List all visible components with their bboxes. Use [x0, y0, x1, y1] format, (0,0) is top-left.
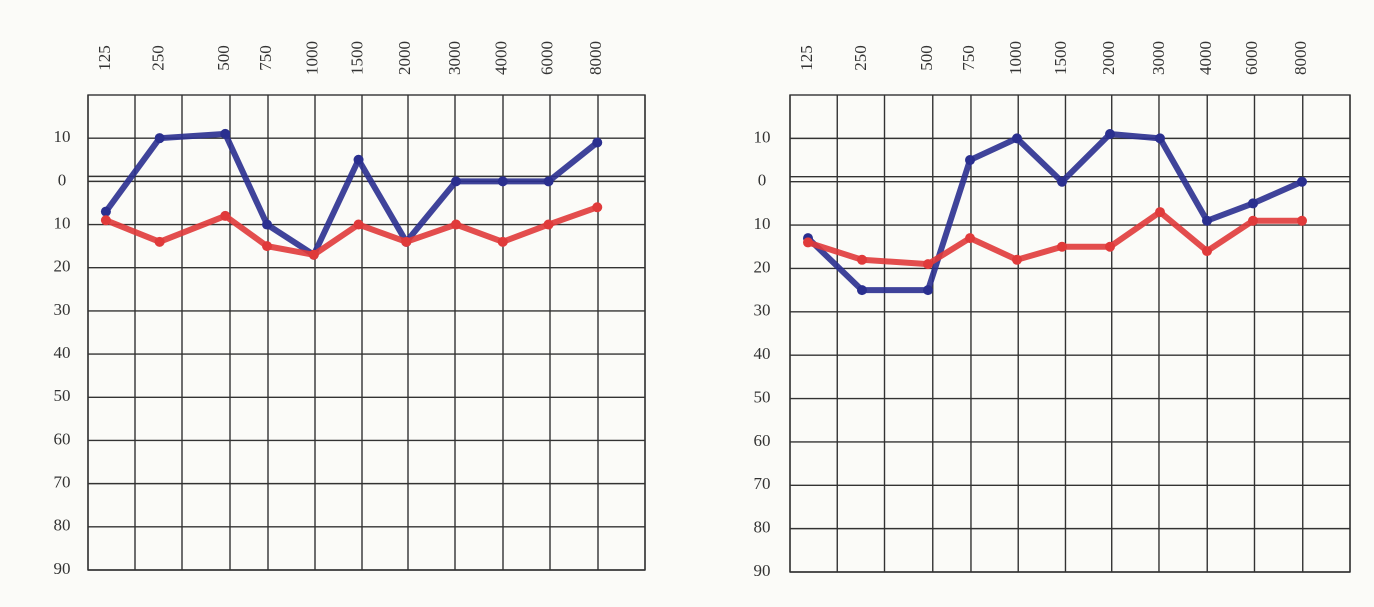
point — [1297, 215, 1307, 226]
x-tick-label: 1000 — [303, 41, 322, 75]
point — [401, 236, 412, 247]
x-tick-label: 2000 — [395, 41, 414, 75]
y-tick-label: 10 — [754, 127, 771, 146]
point — [154, 133, 165, 144]
y-tick-label: 20 — [754, 257, 771, 276]
point — [100, 206, 111, 217]
point — [803, 237, 813, 248]
point — [923, 285, 933, 296]
point — [1202, 246, 1212, 257]
x-tick-label: 250 — [851, 45, 870, 71]
x-tick-label: 8000 — [586, 41, 605, 75]
x-tick-label: 500 — [917, 45, 936, 71]
point — [857, 285, 867, 296]
point — [1012, 254, 1022, 265]
point — [1057, 176, 1067, 187]
y-tick-label: 40 — [754, 344, 771, 363]
point — [592, 137, 603, 148]
point — [220, 128, 231, 139]
x-tick-label: 125 — [797, 45, 816, 71]
y-tick-label: 70 — [754, 474, 771, 493]
x-tick-label: 4000 — [1196, 41, 1215, 75]
point — [923, 259, 933, 270]
y-tick-label: 0 — [758, 171, 767, 190]
y-tick-label: 30 — [54, 300, 71, 319]
x-tick-label: 500 — [214, 45, 233, 71]
point — [1012, 133, 1022, 144]
point — [308, 249, 319, 260]
point — [353, 154, 364, 165]
point — [1057, 241, 1067, 252]
point — [543, 219, 554, 230]
point — [1105, 241, 1115, 252]
x-tick-label: 4000 — [492, 41, 511, 75]
point — [965, 155, 975, 166]
point — [1105, 129, 1115, 140]
point — [220, 210, 231, 221]
y-tick-label: 70 — [54, 473, 71, 492]
point — [451, 176, 462, 187]
y-tick-label: 90 — [754, 561, 771, 580]
y-tick-label: 40 — [54, 343, 71, 362]
y-tick-label: 10 — [54, 127, 71, 146]
x-tick-label: 3000 — [1149, 41, 1168, 75]
point — [451, 219, 462, 230]
x-tick-label: 750 — [959, 45, 978, 71]
x-tick-label: 250 — [149, 45, 168, 71]
point — [497, 236, 508, 247]
y-tick-label: 50 — [754, 387, 771, 406]
y-tick-label: 80 — [54, 516, 71, 535]
point — [543, 176, 554, 187]
series-line — [805, 209, 1305, 268]
point — [857, 254, 867, 265]
y-tick-label: 60 — [754, 431, 771, 450]
point — [262, 241, 273, 252]
y-tick-label: 0 — [58, 170, 67, 189]
x-tick-label: 6000 — [1242, 41, 1261, 75]
point — [1248, 198, 1258, 209]
point — [353, 219, 364, 230]
y-tick-label: 50 — [54, 386, 71, 405]
plot-frame — [789, 94, 1351, 573]
y-tick-label: 80 — [754, 518, 771, 537]
point — [1202, 215, 1212, 226]
x-tick-label: 1500 — [1051, 41, 1070, 75]
point — [1248, 215, 1258, 226]
x-tick-label: 3000 — [445, 41, 464, 75]
series-line — [102, 204, 601, 258]
point — [154, 236, 165, 247]
x-tick-label: 8000 — [1291, 41, 1310, 75]
x-tick-label: 1000 — [1006, 41, 1025, 75]
x-tick-label: 2000 — [1099, 41, 1118, 75]
point — [100, 215, 111, 226]
x-tick-label: 125 — [95, 45, 114, 71]
point — [592, 202, 603, 213]
x-tick-label: 1500 — [347, 41, 366, 75]
point — [262, 219, 273, 230]
y-tick-label: 20 — [54, 257, 71, 276]
point — [497, 176, 508, 187]
point — [1155, 207, 1165, 218]
y-tick-label: 30 — [754, 301, 771, 320]
y-tick-label: 10 — [754, 214, 771, 233]
x-tick-label: 6000 — [537, 41, 556, 75]
series-line — [805, 131, 1305, 294]
point — [1155, 133, 1165, 144]
y-tick-label: 90 — [54, 559, 71, 578]
y-tick-label: 60 — [54, 429, 71, 448]
x-tick-label: 750 — [256, 45, 275, 71]
point — [1297, 176, 1307, 187]
point — [965, 233, 975, 244]
plot-frame — [87, 94, 646, 571]
y-tick-label: 10 — [54, 213, 71, 232]
